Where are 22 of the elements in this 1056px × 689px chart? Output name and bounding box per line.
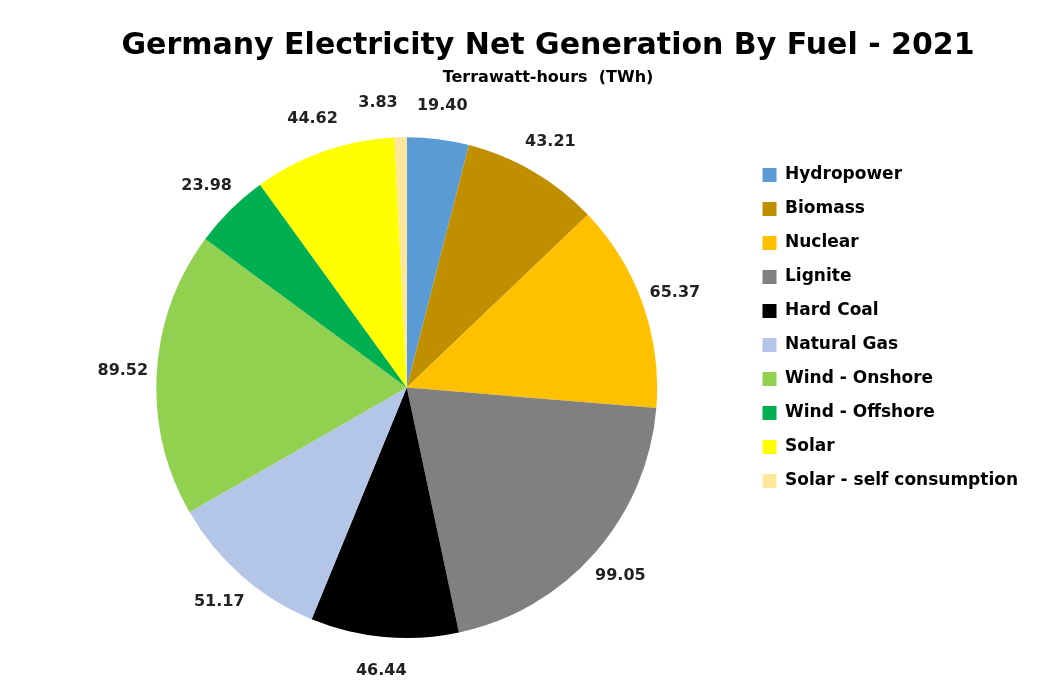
chart-title: Germany Electricity Net Generation By Fuel - 2021 — [121, 25, 975, 61]
legend-label: Biomass — [785, 197, 865, 218]
data-label: 44.62 — [287, 108, 338, 128]
data-label: 3.83 — [358, 92, 398, 112]
legend-label: Hydropower — [785, 163, 903, 184]
data-label: 65.37 — [649, 281, 701, 301]
legend-label: Natural Gas — [785, 333, 899, 354]
chart-subtitle: Terrawatt-hours (TWh) — [442, 66, 654, 86]
legend-label: Wind - Offshore — [785, 401, 935, 422]
data-label: 19.40 — [416, 94, 468, 114]
data-label: 51.17 — [193, 590, 245, 610]
legend-label: Solar - self consumption — [785, 469, 1019, 490]
data-label: 46.44 — [355, 660, 407, 680]
legend-label: Nuclear — [785, 231, 860, 252]
legend-label: Hard Coal — [785, 299, 879, 320]
legend-label: Lignite — [785, 265, 852, 286]
data-label: 89.52 — [97, 360, 149, 380]
data-label: 99.05 — [595, 564, 646, 584]
data-label: 43.21 — [525, 131, 576, 151]
data-label: 23.98 — [181, 174, 232, 194]
legend-label: Solar — [785, 435, 836, 456]
legend-label: Wind - Onshore — [785, 367, 934, 388]
